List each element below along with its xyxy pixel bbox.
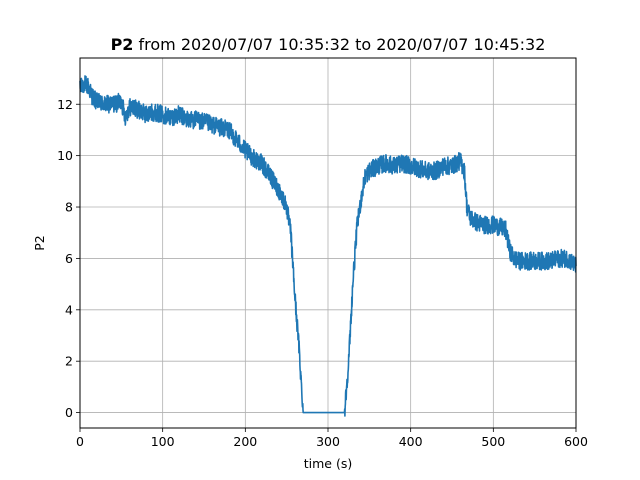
grid: [79, 58, 577, 428]
chart-title: P2 from 2020/07/07 10:35:32 to 2020/07/0…: [111, 35, 546, 54]
y-tick-label: 4: [65, 302, 73, 317]
y-tick-label: 10: [57, 148, 73, 163]
y-axis-ticks: 0 2 4 6 8 10 12: [57, 97, 80, 420]
x-tick-label: 500: [481, 434, 505, 449]
series-layer: [79, 75, 577, 417]
y-tick-label: 2: [65, 354, 73, 369]
x-tick-label: 0: [76, 434, 84, 449]
y-tick-label: 0: [65, 405, 73, 420]
x-tick-label: 400: [399, 434, 423, 449]
chart-title-rest: from 2020/07/07 10:35:32 to 2020/07/07 1…: [133, 35, 545, 54]
series-line-p2: [79, 75, 577, 417]
y-axis-label: P2: [32, 235, 47, 251]
x-tick-label: 100: [151, 434, 175, 449]
y-tick-label: 12: [57, 97, 73, 112]
x-tick-label: 300: [316, 434, 340, 449]
x-axis-ticks: 0 100 200 300 400 500 600: [76, 428, 588, 449]
y-tick-label: 6: [65, 251, 73, 266]
x-tick-label: 200: [233, 434, 257, 449]
chart-title-bold: P2: [111, 35, 134, 54]
x-axis-label: time (s): [304, 456, 352, 471]
x-tick-label: 600: [564, 434, 588, 449]
y-tick-label: 8: [65, 200, 73, 215]
